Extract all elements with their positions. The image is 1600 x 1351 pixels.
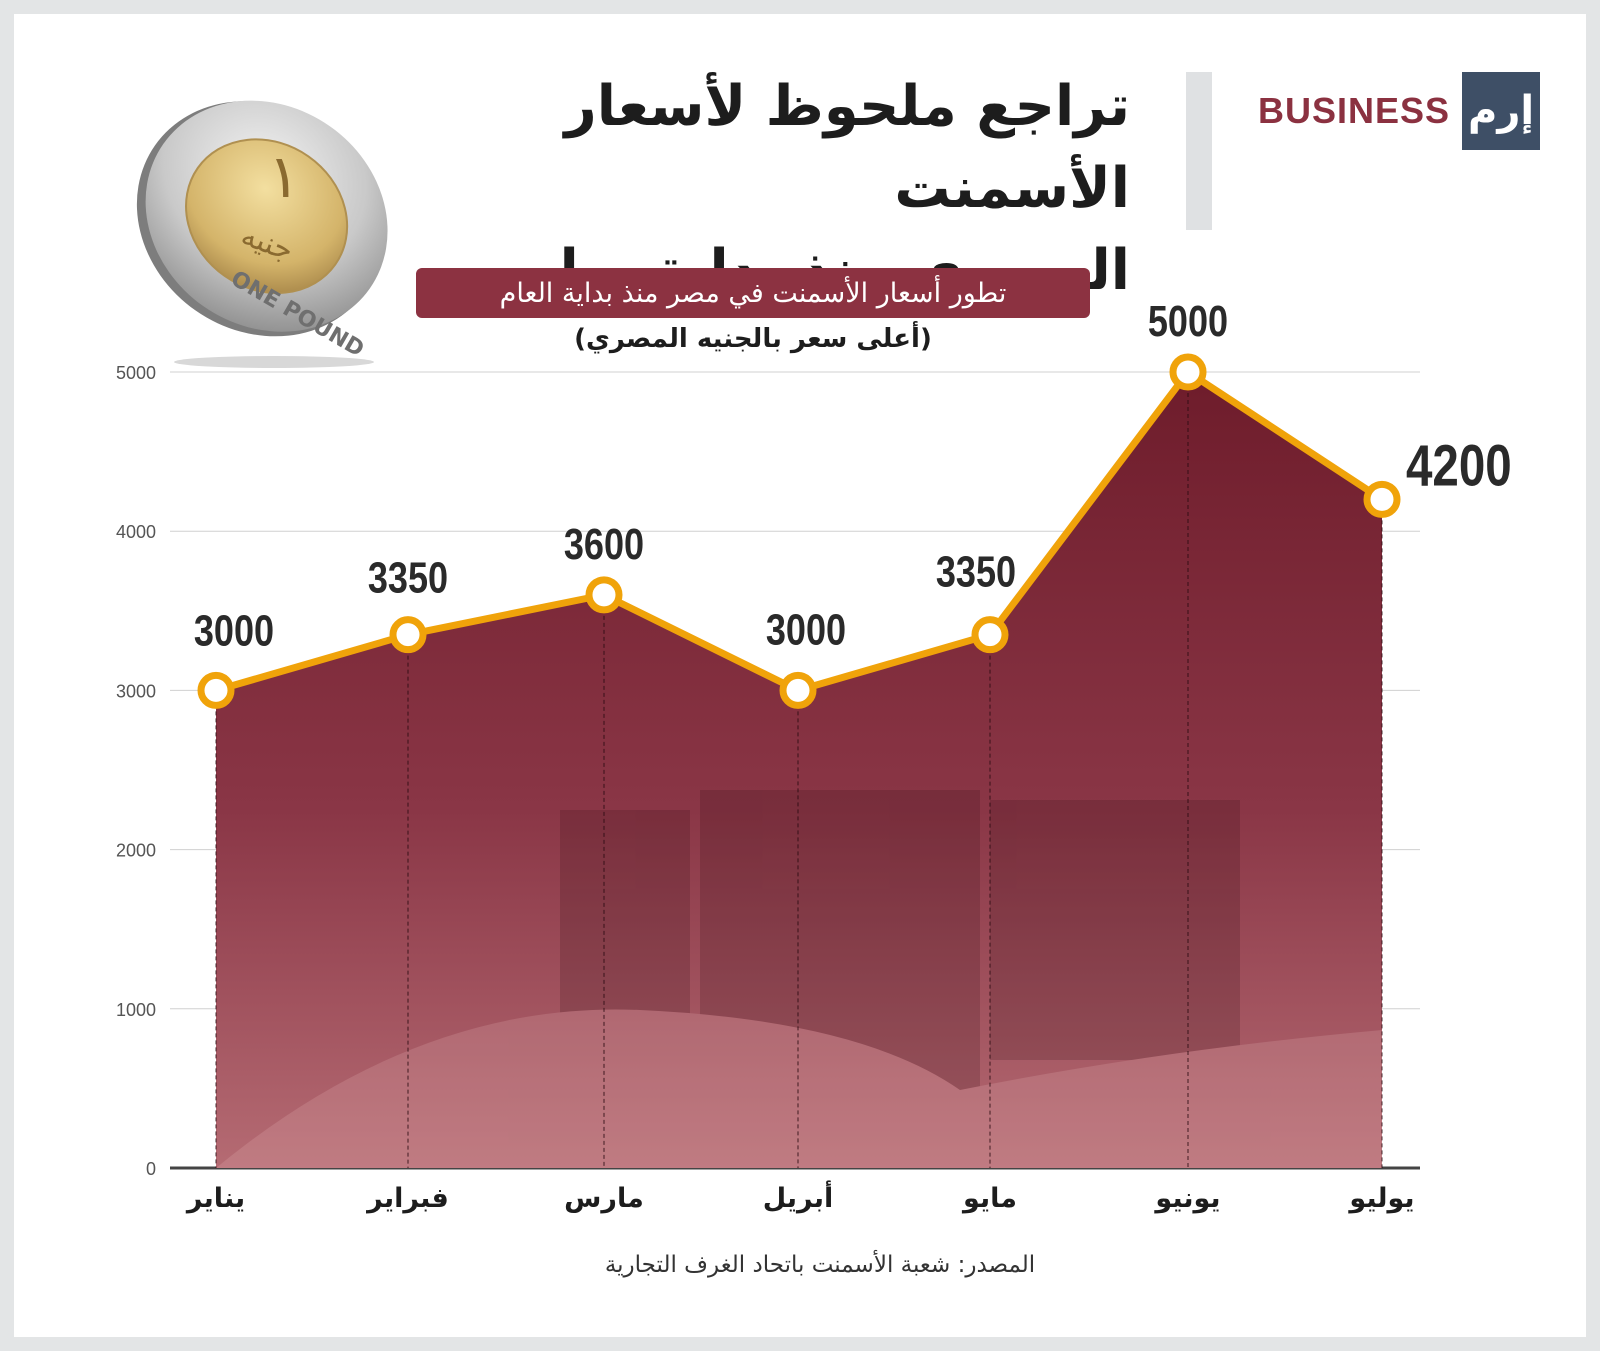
y-tick-label: 2000 — [116, 841, 156, 861]
data-point — [1169, 353, 1207, 391]
y-tick-label: 1000 — [116, 1000, 156, 1020]
x-tick-label: يناير — [185, 1183, 245, 1214]
data-point — [585, 576, 623, 614]
data-label: 4200 — [1406, 434, 1512, 499]
title-divider — [1186, 72, 1212, 230]
title-line-1: تراجع ملحوظ لأسعار الأسمنت — [564, 74, 1130, 221]
chart-subtitle: تطور أسعار الأسمنت في مصر منذ بداية العا… — [416, 268, 1090, 318]
data-point — [779, 671, 817, 709]
y-tick-label: 4000 — [116, 522, 156, 542]
y-tick-label: 5000 — [116, 363, 156, 383]
sand-pile-shape — [216, 1009, 1382, 1168]
x-tick-label: مارس — [564, 1183, 644, 1214]
factory-photo-overlay — [216, 790, 1382, 1168]
silo-shape — [560, 810, 690, 1040]
source-note: المصدر: شعبة الأسمنت باتحاد الغرف التجار… — [604, 1252, 1036, 1278]
brand-logo: BUSINESS إرم — [1258, 72, 1541, 150]
y-tick-label: 0 — [146, 1159, 156, 1179]
y-tick-label: 3000 — [116, 681, 156, 701]
data-label: 5000 — [1148, 297, 1228, 346]
data-label: 3600 — [564, 520, 644, 569]
silo-shape — [700, 790, 980, 1090]
area-fill — [216, 372, 1382, 1168]
data-label: 3350 — [368, 553, 448, 602]
chart-unit-note: (أعلى سعر بالجنيه المصري) — [574, 324, 932, 354]
silo-shape — [990, 800, 1240, 1060]
data-label: 3000 — [194, 606, 274, 655]
data-point — [971, 616, 1009, 654]
data-point — [197, 671, 235, 709]
x-tick-label: أبريل — [763, 1180, 833, 1214]
data-label: 3000 — [766, 605, 846, 654]
data-point — [389, 616, 427, 654]
data-point — [1363, 480, 1401, 518]
x-tick-label: فبراير — [365, 1183, 449, 1214]
brand-logo-box: إرم — [1462, 72, 1541, 150]
egyptian-pound-coin-icon: ١ جنيه ONE POUND — [136, 100, 388, 368]
brand-text: BUSINESS — [1258, 90, 1451, 131]
x-tick-label: مايو — [961, 1183, 1017, 1214]
x-tick-label: يوليو — [1347, 1183, 1414, 1214]
x-tick-label: يونيو — [1153, 1183, 1220, 1214]
data-label: 3350 — [936, 547, 1016, 596]
coin-numeral: ١ — [268, 142, 300, 212]
